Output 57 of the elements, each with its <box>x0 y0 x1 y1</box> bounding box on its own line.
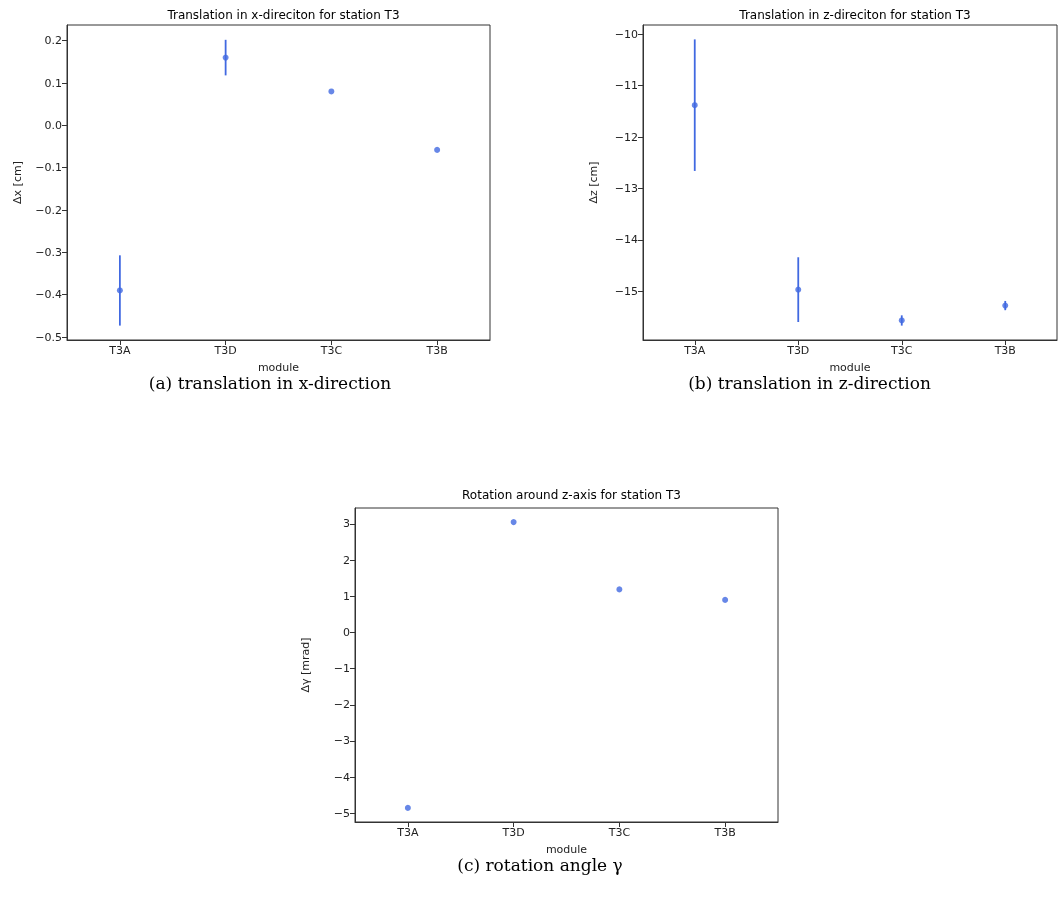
x-tick-label: T3D <box>786 344 810 357</box>
y-tick-label: −4 <box>333 770 350 784</box>
x-tick-label: T3D <box>501 826 525 839</box>
y-tick-label: 2 <box>343 553 350 567</box>
point <box>510 519 517 526</box>
x-tick-label: T3B <box>425 344 448 357</box>
x-axis-title: module <box>829 361 871 374</box>
point <box>691 102 698 109</box>
y-tick-label: −0.3 <box>35 245 62 259</box>
y-tick-label: −0.1 <box>35 161 62 175</box>
y-tick-label: 0.0 <box>44 118 62 132</box>
point <box>616 586 623 593</box>
y-tick-label: −11 <box>614 79 638 93</box>
y-tick-label: −1 <box>333 662 350 676</box>
y-tick-label: −3 <box>333 734 350 748</box>
y-tick-label: 1 <box>343 589 350 603</box>
x-tick-label: T3A <box>683 344 706 357</box>
x-tick-label: T3C <box>890 344 913 357</box>
y-axis-title: Δz [cm] <box>587 161 600 204</box>
text: (a) translation in x-direction <box>148 372 392 393</box>
point <box>404 804 411 811</box>
y-axis-title: Δγ [mrad] <box>299 637 312 693</box>
y-tick-label: 3 <box>343 517 350 531</box>
y-tick-label: 0.2 <box>44 34 62 48</box>
x-tick-label: T3C <box>319 344 343 357</box>
y-tick-label: −12 <box>614 130 638 144</box>
y-tick-label: −13 <box>614 181 638 195</box>
x-axis-title: module <box>545 843 588 856</box>
y-tick-label: −14 <box>614 233 638 247</box>
y-tick-label: −2 <box>333 698 350 712</box>
chart-title: Translation in z-direciton for station T3 <box>738 8 971 22</box>
y-tick-label: −0.2 <box>35 203 62 217</box>
y-tick-label: −10 <box>614 27 638 41</box>
y-tick-label: −15 <box>614 284 638 298</box>
y-tick-label: −5 <box>333 806 350 820</box>
x-tick-label: T3B <box>713 826 736 839</box>
x-tick-label: T3A <box>396 826 419 839</box>
point <box>222 54 229 61</box>
y-tick-label: 0.1 <box>44 76 62 90</box>
y-axis-title: Δx [cm] <box>11 161 24 204</box>
y-tick-label: −0.4 <box>35 288 62 302</box>
point <box>434 146 441 153</box>
y-tick-label: −0.5 <box>35 330 62 344</box>
point <box>328 88 335 95</box>
chart-title: Translation in x-direciton for station T3 <box>166 8 400 22</box>
text: (c) rotation angle γ <box>457 854 623 875</box>
y-tick-label: 0 <box>343 625 350 639</box>
point <box>116 287 123 294</box>
x-tick-label: T3B <box>993 344 1016 357</box>
chart-title: Rotation around z-axis for station T3 <box>462 488 681 502</box>
point <box>795 286 802 293</box>
text: (b) translation in z-direction <box>688 372 931 393</box>
x-tick-label: T3A <box>108 344 131 357</box>
x-tick-label: T3C <box>607 826 631 839</box>
point <box>722 596 729 603</box>
x-axis-title: module <box>257 361 300 374</box>
x-tick-label: T3D <box>213 344 237 357</box>
